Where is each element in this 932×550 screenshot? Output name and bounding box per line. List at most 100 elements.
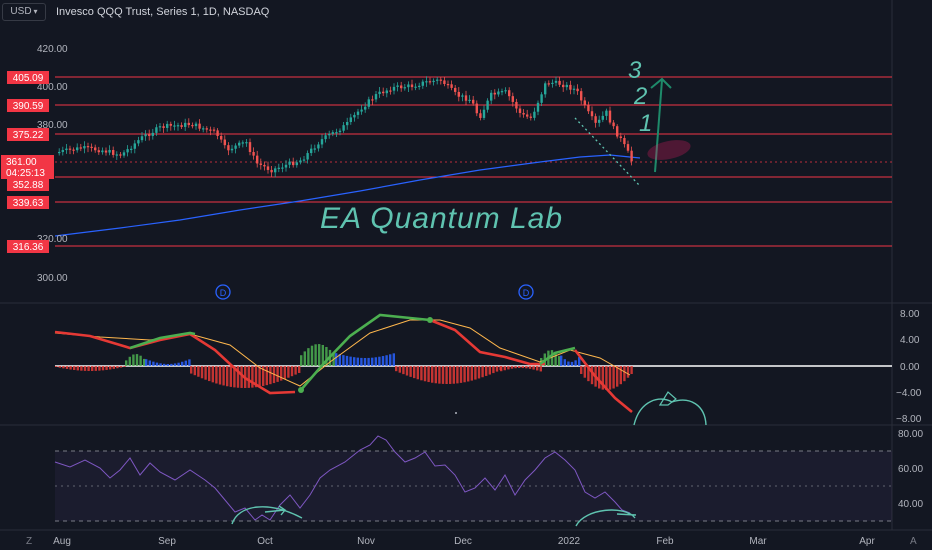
level-label[interactable]: 316.36 xyxy=(7,240,49,253)
macd-histogram-bar xyxy=(360,357,363,366)
candle xyxy=(122,152,126,156)
level-label[interactable]: 352.88 xyxy=(7,178,49,191)
macd-histogram-bar xyxy=(300,355,303,366)
macd-histogram-bar xyxy=(310,345,314,366)
macd-histogram-bar xyxy=(307,348,310,366)
dividend-marker[interactable]: D xyxy=(215,284,231,300)
macd-histogram-bar xyxy=(356,357,359,366)
time-label: Nov xyxy=(357,536,375,547)
macd-histogram-bar xyxy=(452,366,455,384)
currency-button[interactable]: USD ▾ xyxy=(2,3,46,21)
candle xyxy=(90,146,93,148)
candle xyxy=(61,150,64,152)
highlight-ellipse[interactable] xyxy=(646,137,693,164)
candle xyxy=(360,109,363,112)
macd-histogram-bar xyxy=(314,344,317,366)
target-arrow[interactable] xyxy=(654,79,663,173)
level-label[interactable]: 339.63 xyxy=(7,196,49,209)
macd-histogram-bar xyxy=(91,366,94,371)
macd-histogram-bar xyxy=(76,366,79,371)
candle xyxy=(288,161,291,165)
candle xyxy=(612,122,615,127)
macd-histogram-bar xyxy=(349,356,352,366)
candle xyxy=(428,81,432,83)
candle xyxy=(79,147,82,149)
macd-histogram-bar xyxy=(65,366,69,369)
candle xyxy=(367,99,370,107)
macd-histogram-bar xyxy=(112,366,115,369)
macd-histogram-bar xyxy=(578,357,581,366)
candle xyxy=(187,122,190,126)
macd-line-up xyxy=(299,313,431,392)
candle xyxy=(601,115,604,120)
candle xyxy=(569,84,572,90)
macd-histogram-bar xyxy=(500,366,503,372)
macd-histogram-bar xyxy=(200,366,204,379)
candle xyxy=(101,150,104,153)
macd-histogram-bar xyxy=(226,366,229,387)
price-tick: 300.00 xyxy=(37,273,68,284)
candle xyxy=(230,148,234,151)
macd-histogram-bar xyxy=(630,366,633,374)
macd-histogram-bar xyxy=(612,366,615,389)
macd-histogram-bar xyxy=(470,366,473,381)
macd-histogram-bar xyxy=(567,361,570,366)
candle xyxy=(547,83,550,85)
level-label[interactable]: 405.09 xyxy=(7,71,49,84)
macd-histogram-bar xyxy=(280,366,283,381)
level-label[interactable]: 375.22 xyxy=(7,128,49,141)
macd-histogram-bar xyxy=(229,366,232,387)
candle xyxy=(317,144,320,149)
macd-histogram-bar xyxy=(143,358,146,366)
zoom-button[interactable]: Z xyxy=(26,536,32,547)
symbol-title[interactable]: Invesco QQQ Trust, Series 1, 1D, NASDAQ xyxy=(56,6,270,18)
candle xyxy=(148,134,151,136)
macd-histogram-bar xyxy=(269,366,272,385)
macd-histogram-bar xyxy=(477,366,481,379)
macd-histogram-bar xyxy=(459,366,463,383)
macd-histogram-bar xyxy=(303,351,306,366)
candle xyxy=(572,88,576,90)
macd-histogram-bar xyxy=(321,344,324,366)
candle xyxy=(630,150,633,162)
candle xyxy=(137,140,140,144)
level-label[interactable]: 390.59 xyxy=(7,99,49,112)
auto-scale-button[interactable]: A xyxy=(910,536,917,547)
macd-histogram-bar xyxy=(193,366,196,376)
price-tick: 380.00 xyxy=(37,120,68,131)
last-price-label: 361.00 04:25:13 xyxy=(1,155,54,179)
candle xyxy=(461,95,464,97)
candle xyxy=(220,136,223,140)
candle xyxy=(410,84,414,88)
macd-histogram-bar xyxy=(55,366,58,367)
candle xyxy=(374,94,378,100)
hand-drawn-curve[interactable] xyxy=(231,505,303,525)
candle xyxy=(475,103,478,114)
trend-line[interactable] xyxy=(574,117,641,187)
candle xyxy=(356,111,360,115)
candle xyxy=(518,108,522,113)
candle xyxy=(407,84,410,88)
candle xyxy=(112,149,115,155)
candle xyxy=(529,116,532,118)
dividend-marker[interactable]: D xyxy=(518,284,534,300)
wave-label-1: 1 xyxy=(639,110,652,137)
hand-drawn-curve[interactable] xyxy=(575,509,637,527)
candle xyxy=(472,99,475,104)
macd-histogram-bar xyxy=(395,366,398,372)
candle xyxy=(158,126,162,128)
candle xyxy=(558,80,561,85)
macd-histogram-bar xyxy=(550,350,554,366)
rsi-line xyxy=(54,435,631,521)
candle xyxy=(216,130,219,137)
macd-histogram-bar xyxy=(623,366,626,382)
candle xyxy=(281,167,284,169)
candle xyxy=(608,110,612,123)
macd-histogram-bar xyxy=(616,366,619,387)
candle xyxy=(252,152,255,156)
candle xyxy=(248,142,252,153)
price-tick: 400.00 xyxy=(37,82,68,93)
macd-histogram-bar xyxy=(240,366,243,388)
candle xyxy=(169,123,172,126)
